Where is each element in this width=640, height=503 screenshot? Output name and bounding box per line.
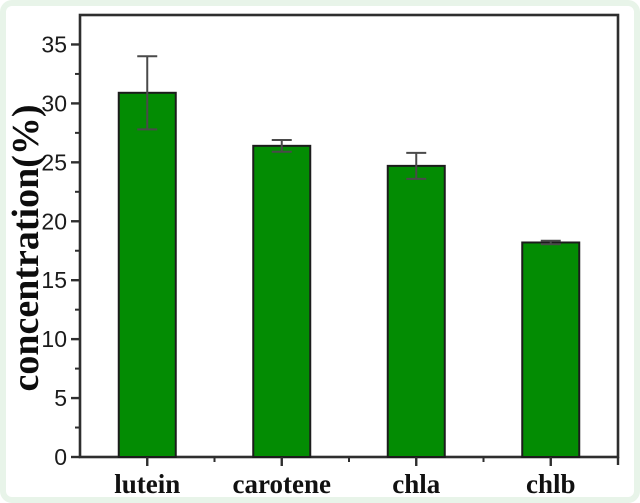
bar-chlb — [521, 241, 581, 458]
bar-carotene — [252, 144, 312, 458]
y-tick-label: 15 — [41, 267, 67, 293]
y-tick-label: 25 — [41, 149, 67, 175]
x-category-label: lutein — [114, 469, 180, 499]
x-category-label: chlb — [526, 469, 576, 499]
y-axis-title: concentration(%) — [5, 104, 47, 391]
y-tick-label: 5 — [54, 385, 67, 411]
x-category-label: chla — [392, 469, 441, 499]
x-category-label: carotene — [233, 469, 331, 499]
y-tick-label: 20 — [41, 208, 67, 234]
y-tick-label: 35 — [41, 31, 67, 57]
bar-chla — [386, 164, 446, 459]
y-tick-label: 10 — [41, 326, 67, 352]
bar-lutein — [117, 91, 177, 459]
y-tick-label: 0 — [54, 444, 67, 470]
y-tick-label: 30 — [41, 90, 67, 116]
